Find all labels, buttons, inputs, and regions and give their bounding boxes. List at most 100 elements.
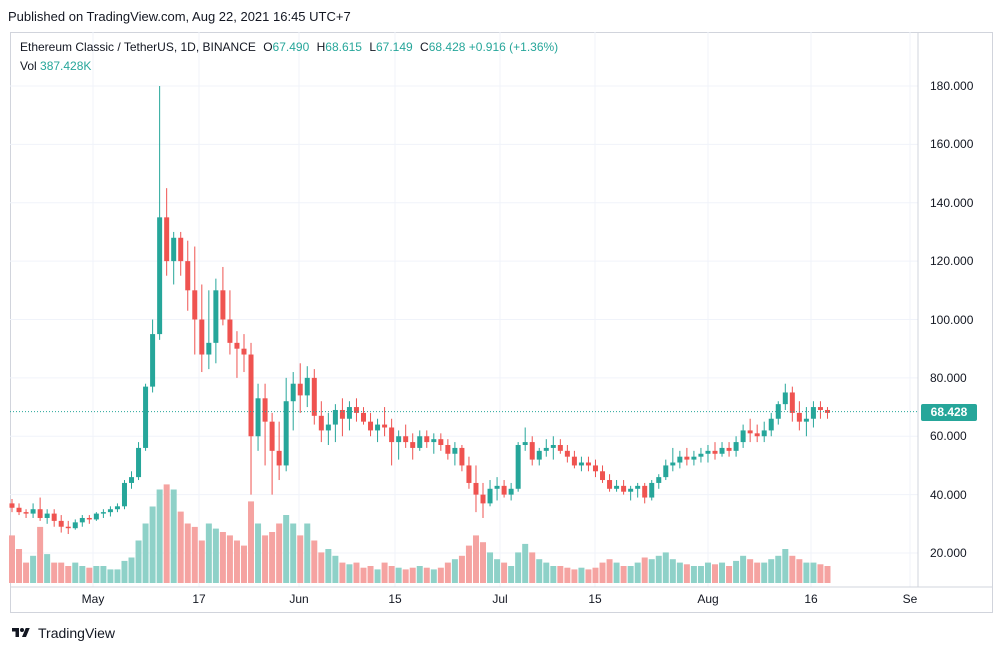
volume-bar bbox=[494, 559, 501, 583]
candle-body bbox=[684, 456, 690, 460]
candle-body bbox=[803, 418, 809, 422]
candle-body bbox=[473, 482, 479, 495]
candle-body bbox=[150, 334, 156, 387]
y-tick-label: 140.000 bbox=[930, 195, 974, 210]
candle-body bbox=[389, 427, 395, 443]
volume-bar bbox=[458, 555, 465, 583]
candle-body bbox=[712, 450, 718, 454]
candle-body bbox=[782, 392, 788, 405]
candle-body bbox=[185, 261, 191, 291]
low-key: L bbox=[369, 40, 376, 54]
y-tick-label: 80.000 bbox=[930, 370, 967, 385]
candle-body bbox=[255, 398, 261, 437]
candle-body bbox=[578, 462, 584, 466]
candle-body bbox=[368, 421, 374, 431]
candle-body bbox=[206, 342, 212, 355]
tradingview-brand[interactable]: TradingView bbox=[10, 625, 115, 641]
candle-body bbox=[23, 512, 29, 514]
volume-bar bbox=[557, 566, 564, 583]
candle-body bbox=[424, 436, 430, 443]
volume-bar bbox=[712, 564, 718, 583]
volume-bar bbox=[669, 559, 676, 583]
volume-bar bbox=[578, 567, 585, 583]
volume-bar bbox=[409, 567, 416, 583]
y-tick-label: 160.000 bbox=[930, 137, 974, 152]
volume-bar bbox=[58, 562, 65, 583]
volume-bar bbox=[451, 559, 458, 583]
x-tick-label: 15 bbox=[388, 592, 402, 606]
candle-body bbox=[297, 383, 303, 396]
volume-bar bbox=[184, 523, 191, 583]
candle-body bbox=[656, 477, 662, 483]
candle-body bbox=[452, 447, 458, 454]
volume-bar bbox=[676, 562, 683, 583]
candle-body bbox=[403, 436, 409, 443]
volume-bar bbox=[381, 562, 388, 583]
volume-bar bbox=[269, 532, 276, 583]
candle-body bbox=[607, 480, 613, 489]
candle-body bbox=[677, 456, 683, 463]
candle-body bbox=[747, 430, 753, 434]
candle-body bbox=[487, 488, 493, 504]
volume-bar bbox=[775, 555, 782, 583]
volume-bar bbox=[9, 535, 15, 583]
x-tick-label: 17 bbox=[192, 592, 206, 606]
volume-bar bbox=[599, 562, 606, 583]
candle-body bbox=[178, 237, 184, 262]
volume-bar bbox=[543, 562, 550, 583]
x-tick-label: Jul bbox=[492, 592, 508, 606]
candle-body bbox=[796, 412, 802, 422]
published-caption: Published on TradingView.com, Aug 22, 20… bbox=[8, 9, 351, 24]
y-tick-label: 60.000 bbox=[930, 429, 967, 444]
candle-body bbox=[107, 509, 113, 513]
volume-bar bbox=[655, 555, 662, 583]
volume-bar bbox=[690, 566, 697, 583]
candle-body bbox=[459, 447, 465, 466]
volume-bar bbox=[23, 562, 30, 583]
candle-body bbox=[810, 407, 816, 419]
volume-bar bbox=[571, 569, 578, 583]
volume-bar bbox=[51, 562, 58, 583]
low-value: 67.149 bbox=[376, 40, 413, 54]
candle-body bbox=[761, 430, 767, 437]
volume-bar bbox=[529, 552, 536, 583]
volume-bar bbox=[79, 566, 86, 583]
close-value: 68.428 bbox=[428, 40, 466, 54]
volume-bar bbox=[297, 535, 304, 583]
volume-bar bbox=[142, 523, 149, 583]
x-tick-label: Aug bbox=[697, 592, 719, 606]
candle-body bbox=[705, 450, 711, 454]
volume-bar bbox=[508, 566, 515, 583]
volume-bar bbox=[388, 566, 395, 583]
volume-bar bbox=[374, 569, 381, 583]
candle-body bbox=[269, 421, 275, 451]
candle-body bbox=[550, 445, 556, 448]
candle-body bbox=[171, 237, 177, 262]
candle-body bbox=[649, 482, 655, 498]
volume-bar bbox=[72, 562, 79, 583]
candle-body bbox=[698, 453, 704, 457]
candle-body bbox=[522, 442, 528, 446]
volume-bar bbox=[360, 567, 367, 583]
volume-bar bbox=[824, 566, 831, 583]
candle-body bbox=[494, 485, 500, 489]
candle-body bbox=[515, 445, 521, 489]
chart-frame bbox=[10, 32, 993, 613]
volume-bar bbox=[395, 567, 402, 583]
candle-body bbox=[719, 447, 725, 454]
volume-bar bbox=[290, 523, 297, 583]
legend-volume: Vol 387.428K bbox=[20, 59, 91, 73]
volume-bar bbox=[810, 562, 817, 583]
candle-body bbox=[382, 424, 388, 428]
candle-body bbox=[227, 319, 233, 343]
y-tick-label: 180.000 bbox=[930, 79, 974, 93]
candle-body bbox=[220, 290, 226, 320]
candle-body bbox=[192, 290, 198, 320]
volume-bar bbox=[585, 569, 592, 583]
high-value: 68.615 bbox=[325, 40, 362, 54]
volume-bar bbox=[515, 552, 522, 583]
candle-body bbox=[9, 503, 15, 508]
candle-body bbox=[51, 513, 57, 521]
candle-body bbox=[79, 517, 85, 523]
